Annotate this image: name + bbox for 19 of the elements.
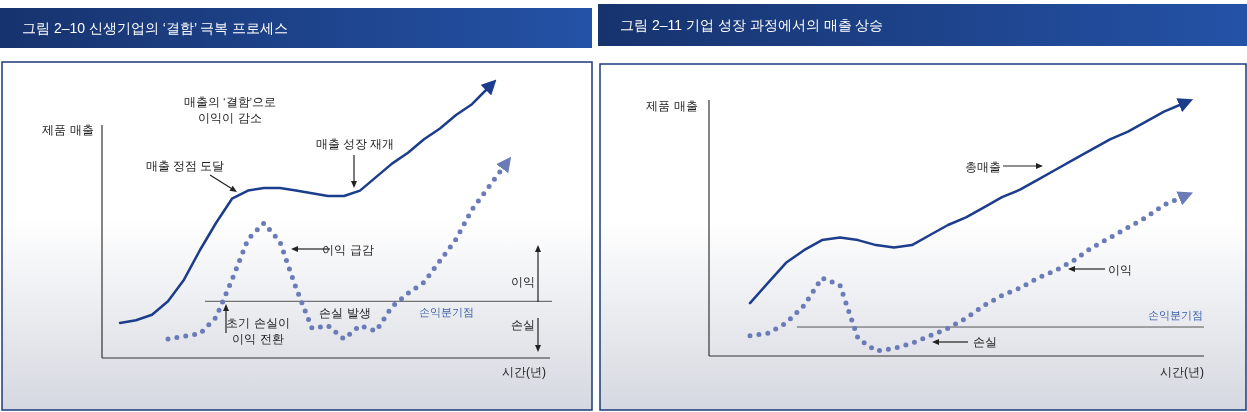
- y-axis-title: 제품 매출: [42, 123, 94, 137]
- y-axis-title: 제품 매출: [646, 99, 698, 113]
- annotation: 손실: [511, 319, 535, 331]
- x-axis-title: 시간(년): [502, 365, 546, 379]
- annotation: 매출의 ‘결함’으로 이익이 감소: [183, 96, 277, 124]
- chart-title: 그림 2–10 신생기업의 ‘결함’ 극복 프로세스: [22, 20, 289, 36]
- ref-line-label: 손익분기점: [418, 306, 474, 318]
- ref-line-label: 손익분기점: [1148, 309, 1203, 321]
- annotation: 손실 발생: [319, 307, 371, 319]
- annotation: 이익 급감: [322, 244, 374, 256]
- series-label: 총매출: [965, 160, 1001, 174]
- series-label: 이익: [1108, 263, 1132, 277]
- chart-title: 그림 2–11 기업 성장 과정에서의 매출 상승: [620, 17, 884, 33]
- annotation: 매출 성장 재개: [315, 138, 395, 150]
- annotation: 매출 정점 도달: [145, 160, 225, 172]
- annotation: 초기 손실이 이익 전환: [226, 317, 290, 345]
- x-axis-title: 시간(년): [1160, 365, 1204, 379]
- annotation: 이익: [511, 276, 535, 288]
- annotation: 손실: [973, 336, 997, 348]
